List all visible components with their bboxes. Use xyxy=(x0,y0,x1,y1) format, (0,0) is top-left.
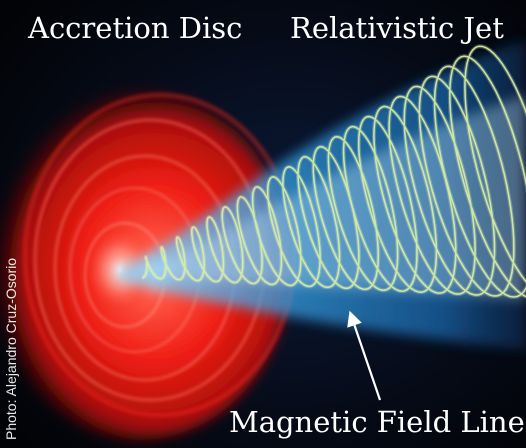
magnetic-field-lines-label: Magnetic Field Lines xyxy=(229,405,526,439)
pointer-arrow xyxy=(347,310,382,401)
magnetic-field-lines xyxy=(141,44,526,300)
relativistic-jet-label: Relativistic Jet xyxy=(290,11,504,45)
accretion-disc-label: Accretion Disc xyxy=(28,11,243,45)
photo-credit: Photo: Alejandro Cruz-Osorio xyxy=(3,257,19,440)
field-line-helix xyxy=(142,45,526,298)
